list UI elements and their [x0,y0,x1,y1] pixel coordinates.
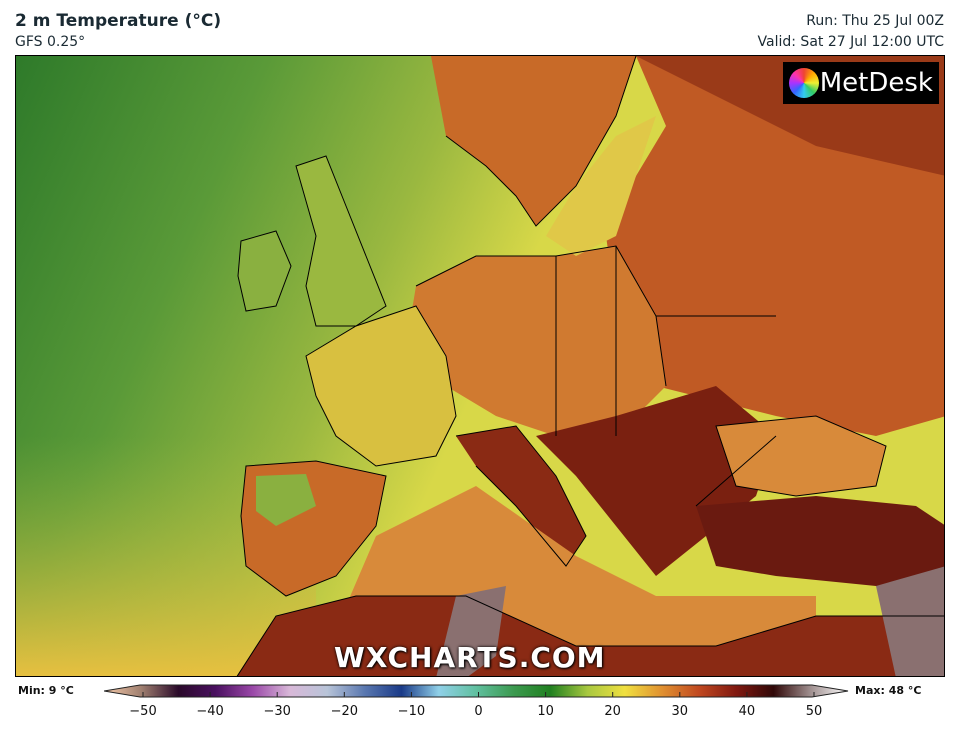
colorbar-tick-label: 20 [604,704,621,719]
country-borders [236,56,944,676]
atlas-hot-spot [436,586,506,676]
colorbar-tick-label: −20 [330,704,359,719]
valid-label: Valid: Sat 27 Jul 12:00 UTC [757,34,944,50]
great-britain [295,155,387,327]
colorbar-tick-label: −40 [196,704,224,719]
middle-east-hot-spot [876,566,944,676]
italy [456,426,586,566]
colorbar-gradient [104,684,849,698]
colorbar-ticks [142,692,815,697]
map-canvas [16,56,944,676]
colorbar-tick-label: 50 [805,704,823,719]
max-label: Max: 48 °C [855,684,922,697]
logo-text: MetDesk [819,68,933,98]
metdesk-burst-icon [789,68,819,98]
chart-title: 2 m Temperature (°C) [15,11,222,31]
turkey [696,496,944,586]
balkans [536,386,776,576]
france [306,306,456,466]
north-africa [237,596,944,676]
colorbar-tick-label: 30 [671,704,689,719]
metdesk-logo: MetDesk [783,62,939,104]
colorbar-tick-label: 40 [738,704,756,719]
iberia-north [256,474,316,526]
central-europe [406,246,666,436]
model-label: GFS 0.25° [15,34,86,50]
black-sea [716,416,886,496]
colorbar [104,684,849,698]
temperature-map: MetDesk WXCHARTS.COM [15,55,945,677]
ireland [237,230,292,312]
min-label: Min: 9 °C [18,684,74,697]
colorbar-tick-label: 10 [537,704,554,719]
colorbar-tick-label: −30 [263,704,291,719]
colorbar-tick-label: 0 [474,704,483,719]
colorbar-tick-label: −10 [397,704,426,719]
watermark: WXCHARTS.COM [334,641,606,674]
run-label: Run: Thu 25 Jul 00Z [806,13,944,29]
scandinavia [431,56,636,226]
colorbar-tick-label: −50 [129,704,157,719]
baltic-sea [546,116,656,256]
